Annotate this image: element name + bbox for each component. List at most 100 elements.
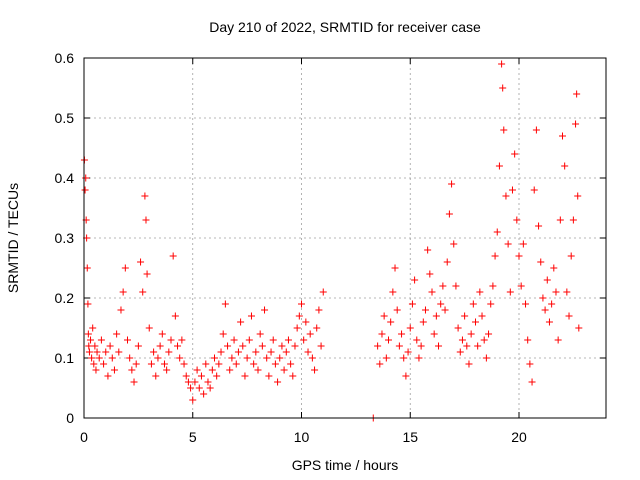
data-point bbox=[208, 366, 216, 374]
data-point bbox=[85, 342, 93, 350]
data-point bbox=[100, 360, 108, 368]
data-point bbox=[522, 300, 530, 308]
data-point bbox=[93, 348, 101, 356]
grid-lines bbox=[84, 58, 606, 418]
data-point bbox=[256, 330, 264, 338]
data-point bbox=[263, 354, 271, 362]
data-point bbox=[178, 336, 186, 344]
data-point bbox=[252, 348, 260, 356]
data-point bbox=[121, 264, 129, 272]
data-point bbox=[391, 264, 399, 272]
data-point bbox=[439, 282, 447, 290]
data-point bbox=[573, 90, 581, 98]
data-point bbox=[495, 162, 503, 170]
data-point bbox=[156, 342, 164, 350]
data-point bbox=[424, 246, 432, 254]
data-point bbox=[108, 354, 116, 362]
data-point bbox=[476, 288, 484, 296]
data-point bbox=[137, 258, 145, 266]
data-point bbox=[485, 330, 493, 338]
x-tick-label: 15 bbox=[402, 429, 418, 445]
data-point bbox=[302, 318, 310, 326]
data-point bbox=[543, 276, 551, 284]
data-point bbox=[110, 366, 118, 374]
data-point bbox=[193, 366, 201, 374]
data-point bbox=[376, 360, 384, 368]
data-point bbox=[404, 348, 412, 356]
data-point bbox=[247, 312, 255, 320]
data-point bbox=[478, 312, 486, 320]
data-point bbox=[315, 306, 323, 314]
data-point bbox=[482, 354, 490, 362]
data-point bbox=[226, 366, 234, 374]
data-point bbox=[428, 288, 436, 296]
data-point bbox=[261, 306, 269, 314]
data-point bbox=[152, 372, 160, 380]
data-point bbox=[319, 288, 327, 296]
data-point bbox=[163, 366, 171, 374]
data-point bbox=[559, 132, 566, 140]
data-point bbox=[269, 336, 277, 344]
data-point bbox=[472, 318, 479, 326]
data-point bbox=[550, 264, 558, 272]
data-point bbox=[295, 312, 303, 320]
data-point bbox=[254, 366, 262, 374]
data-point bbox=[85, 348, 93, 356]
data-point bbox=[528, 378, 536, 386]
data-point bbox=[565, 312, 573, 320]
data-point bbox=[419, 318, 427, 326]
data-point bbox=[139, 288, 147, 296]
chart-title: Day 210 of 2022, SRMTID for receiver cas… bbox=[209, 19, 481, 35]
data-point bbox=[441, 306, 449, 314]
data-point bbox=[493, 228, 501, 236]
data-point bbox=[456, 348, 464, 356]
data-point bbox=[387, 318, 395, 326]
data-point bbox=[524, 336, 532, 344]
data-point bbox=[237, 318, 245, 326]
data-point bbox=[408, 300, 416, 308]
data-point bbox=[465, 360, 473, 368]
data-point bbox=[128, 366, 136, 374]
data-point bbox=[537, 258, 545, 266]
data-point bbox=[474, 342, 482, 350]
data-point bbox=[167, 336, 175, 344]
data-point bbox=[115, 348, 123, 356]
data-point bbox=[232, 360, 240, 368]
data-point bbox=[480, 336, 488, 344]
y-tick-label: 0.5 bbox=[55, 110, 75, 126]
data-point bbox=[282, 348, 290, 356]
data-point bbox=[380, 312, 388, 320]
data-point bbox=[548, 300, 556, 308]
data-point bbox=[513, 216, 521, 224]
data-point bbox=[250, 360, 258, 368]
data-point bbox=[284, 336, 292, 344]
data-point bbox=[382, 354, 390, 362]
data-point bbox=[461, 312, 469, 320]
x-tick-label: 10 bbox=[294, 429, 310, 445]
data-point bbox=[228, 354, 236, 362]
data-point bbox=[191, 378, 199, 386]
data-point bbox=[204, 378, 212, 386]
data-point bbox=[291, 342, 299, 350]
data-point bbox=[97, 336, 105, 344]
data-point bbox=[406, 324, 414, 332]
data-point bbox=[258, 342, 266, 350]
data-point bbox=[169, 252, 177, 260]
data-point bbox=[195, 384, 203, 392]
data-point bbox=[197, 372, 205, 380]
data-point bbox=[413, 336, 421, 344]
data-point bbox=[104, 372, 112, 380]
y-tick-label: 0.4 bbox=[55, 170, 75, 186]
data-point bbox=[206, 384, 214, 392]
data-point bbox=[130, 378, 138, 386]
data-point bbox=[239, 342, 247, 350]
data-point bbox=[530, 186, 538, 194]
data-point bbox=[437, 300, 445, 308]
data-point bbox=[569, 216, 577, 224]
data-point bbox=[535, 222, 543, 230]
data-point bbox=[289, 372, 297, 380]
data-point bbox=[567, 252, 575, 260]
data-point bbox=[88, 354, 96, 362]
data-point bbox=[202, 360, 210, 368]
